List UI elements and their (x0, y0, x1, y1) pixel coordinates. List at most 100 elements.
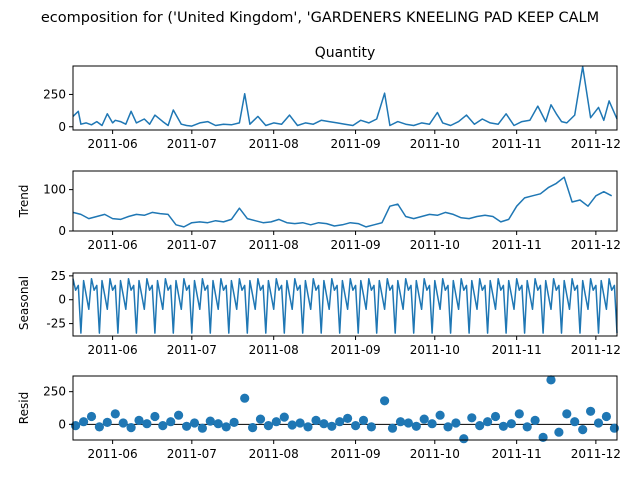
resid-point (578, 425, 588, 435)
resid-point (205, 416, 215, 426)
resid-point (118, 418, 128, 428)
resid-point (562, 409, 572, 419)
x-tick-label: 2011-10 (410, 447, 460, 461)
resid-point (182, 421, 192, 431)
resid-point (475, 421, 485, 431)
x-tick-label: 2011-08 (249, 238, 299, 252)
resid-point (327, 421, 337, 431)
x-tick-label: 2011-11 (492, 238, 542, 252)
resid-point (570, 417, 580, 427)
chart-panels: 2011-06 2011-07 2011-08 2011-09 2011-10 2011-… (43, 65, 621, 461)
x-tick-label: 2011-07 (167, 137, 217, 151)
resid-point (609, 423, 620, 433)
axes-frame-quantity (72, 65, 618, 131)
x-tick-label: 2011-11 (492, 343, 542, 357)
resid-point (110, 409, 120, 419)
y-tick-label: -25 (46, 317, 66, 331)
x-tick-label: 2011-09 (330, 447, 380, 461)
resid-point (530, 415, 540, 425)
x-tick-label: 2011-07 (167, 447, 217, 461)
resid-point (358, 415, 369, 425)
resid-point (601, 411, 612, 422)
resid-point (538, 432, 548, 442)
axes-frame-resid (72, 375, 618, 441)
resid-point (295, 418, 305, 428)
x-tick-label: 2011-08 (249, 343, 299, 357)
x-tick-label: 2011-07 (167, 343, 217, 357)
resid-point (387, 423, 398, 433)
resid-point (366, 422, 376, 432)
resid-point (102, 417, 112, 427)
resid-point (248, 423, 258, 433)
x-tick-label: 2011-12 (571, 238, 621, 252)
x-tick-label: 2011-06 (88, 343, 138, 357)
resid-point (593, 418, 604, 428)
resid-point (174, 410, 184, 420)
resid-point (71, 421, 81, 431)
resid-point (419, 414, 429, 424)
resid-point (403, 418, 413, 428)
resid-point (319, 419, 329, 429)
resid-point (271, 417, 281, 427)
resid-point (586, 406, 596, 416)
resid-point (279, 412, 289, 422)
x-tick-label: 2011-11 (492, 137, 542, 151)
x-tick-label: 2011-10 (410, 238, 460, 252)
resid-point (411, 421, 421, 431)
figure-title: ecomposition for ('United Kingdom', 'GAR… (41, 10, 599, 26)
x-tick-label: 2011-06 (88, 447, 138, 461)
x-tick-label: 2011-12 (571, 343, 621, 357)
resid-point (126, 423, 136, 433)
resid-point (435, 410, 445, 420)
resid-point (158, 421, 168, 431)
resid-point (287, 420, 297, 430)
resid-point (459, 434, 469, 444)
x-tick-label: 2011-12 (571, 447, 621, 461)
resid-point (483, 417, 493, 427)
resid-point (150, 411, 160, 422)
y-tick-label: 0 (58, 120, 66, 134)
resid-point (303, 422, 313, 432)
resid-point (311, 415, 321, 425)
x-tick-label: 2011-09 (330, 343, 380, 357)
resid-point (255, 414, 266, 424)
panel-resid-ylabel: Resid (17, 392, 31, 424)
y-tick-label: 0 (58, 224, 66, 238)
resid-point (263, 421, 273, 431)
resid-point (335, 417, 345, 427)
resid-point (221, 422, 231, 432)
resid-point (94, 422, 104, 432)
resid-point (506, 419, 516, 429)
y-tick-label: 250 (43, 87, 66, 101)
y-tick-label: 250 (43, 385, 66, 399)
axes-frame-seasonal (72, 272, 618, 337)
resid-point (189, 418, 200, 428)
resid-point (546, 375, 556, 385)
y-tick-label: 0 (58, 293, 66, 307)
resid-point (522, 422, 532, 432)
y-tick-label: 25 (51, 269, 66, 283)
resid-point (86, 411, 97, 422)
resid-point (395, 417, 406, 427)
resid-point (229, 417, 239, 427)
panel-seasonal-ylabel: Seasonal (17, 276, 31, 330)
resid-point (197, 423, 207, 433)
panel-trend-ylabel: Trend (17, 185, 31, 219)
x-tick-label: 2011-07 (167, 238, 217, 252)
resid-point (451, 418, 461, 428)
y-tick-label: 100 (43, 183, 66, 197)
y-tick-label: 0 (58, 417, 66, 431)
resid-point (240, 393, 250, 403)
series-line-seasonal (72, 277, 618, 334)
x-tick-label: 2011-06 (88, 238, 138, 252)
series-line-quantity (72, 65, 618, 127)
x-tick-label: 2011-09 (330, 137, 380, 151)
resid-point (490, 411, 501, 422)
resid-point (79, 417, 89, 427)
x-tick-label: 2011-10 (410, 343, 460, 357)
resid-point (213, 419, 223, 429)
panel-quantity-title: Quantity (315, 45, 376, 61)
resid-point (467, 413, 477, 423)
resid-point (142, 419, 152, 429)
